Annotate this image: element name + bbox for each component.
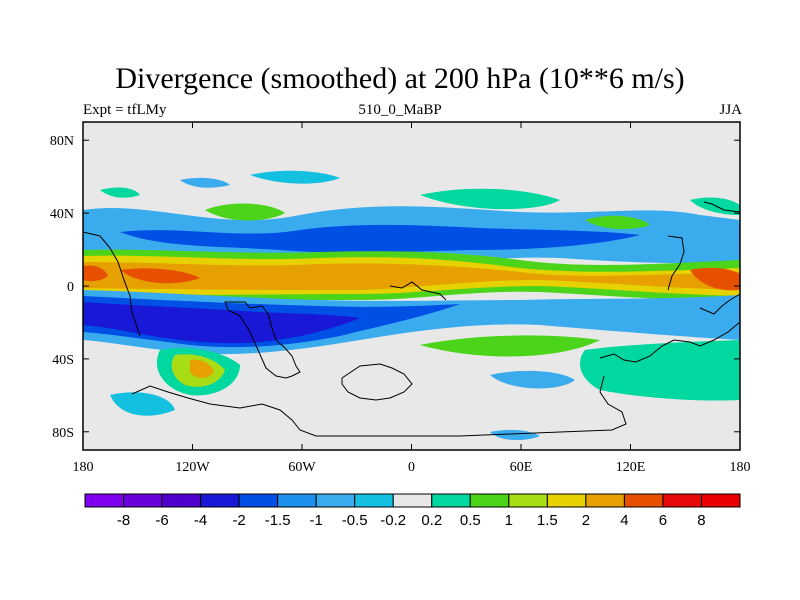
coast-north-america — [82, 231, 141, 337]
x-tick-label: 60W — [288, 460, 316, 475]
contour-north-green-2 — [420, 188, 560, 210]
contour-arctic-blue — [180, 177, 230, 188]
contour-north-green-3 — [585, 215, 650, 230]
colorbar-label: -1 — [310, 512, 323, 529]
x-tick-label: 120E — [616, 460, 646, 475]
colorbar-label: -6 — [155, 512, 168, 529]
colorbar-box — [700, 493, 741, 508]
contour-south-green-1 — [420, 335, 600, 357]
y-axis: 80N 40N 0 40S 80S — [50, 134, 740, 441]
colorbar-label: -0.2 — [380, 512, 406, 529]
contour-south-cyan-1 — [490, 370, 575, 389]
y-tick-label: 40N — [50, 207, 74, 222]
x-tick-label: 120W — [175, 460, 210, 475]
colorbar-label: 6 — [659, 512, 667, 529]
contour-arctic-cyan — [250, 170, 340, 184]
colorbar-label: -0.5 — [342, 512, 368, 529]
contour-arctic-green — [100, 187, 140, 198]
colorbar-box — [277, 493, 317, 508]
coast-australia — [599, 321, 741, 363]
coast-africa — [341, 363, 413, 401]
colorbar-box — [354, 493, 394, 508]
colorbar-label: -8 — [117, 512, 130, 529]
colorbar-box — [392, 493, 433, 508]
contour-equator-red-3 — [690, 267, 740, 291]
colorbar-box — [315, 493, 356, 508]
colorbar-label: 8 — [697, 512, 705, 529]
colorbar-box — [238, 493, 279, 508]
colorbar-label: 2 — [582, 512, 590, 529]
colorbar-box — [161, 493, 202, 508]
colorbar-box — [469, 493, 510, 508]
contour-equator-red-2 — [83, 265, 108, 282]
colorbar-label: -1.5 — [265, 512, 291, 529]
contour-north-band-darkblue — [120, 224, 640, 253]
colorbar-label: 1.5 — [537, 512, 558, 529]
x-tick-label: 180 — [73, 460, 94, 475]
colorbar-label: 4 — [620, 512, 628, 529]
contour-equator-orange — [83, 262, 740, 290]
y-tick-label: 80N — [50, 134, 74, 149]
season-label: JJA — [719, 102, 742, 118]
x-tick-label: 0 — [408, 460, 415, 475]
colorbar-box — [84, 493, 125, 508]
contour-equator-red-1 — [120, 268, 200, 284]
coast-asia-north — [703, 201, 741, 213]
coast-antarctica — [131, 375, 627, 437]
coastlines — [82, 201, 741, 437]
coast-asia-east — [667, 235, 685, 291]
colorbar-label: -4 — [194, 512, 207, 529]
colorbar-label: 1 — [505, 512, 513, 529]
coast-maritime — [699, 293, 741, 315]
contour-south-band-navy — [83, 302, 360, 344]
contour-south-pacific-blue — [540, 301, 690, 316]
colorbar-box — [123, 493, 163, 508]
coast-south-america — [224, 301, 301, 379]
contour-fields — [83, 170, 740, 441]
colorbar-label: 0.2 — [421, 512, 442, 529]
experiment-label: Expt = tfLMy — [83, 102, 167, 118]
y-tick-label: 0 — [67, 280, 74, 295]
colorbar-box — [585, 493, 625, 508]
chart-title: Divergence (smoothed) at 200 hPa (10**6 … — [115, 62, 685, 95]
colorbar-box — [546, 493, 587, 508]
coast-africa-north — [389, 281, 447, 301]
contour-south-cyan-3 — [490, 429, 540, 441]
colorbar-box — [623, 493, 664, 508]
period-label: 510_0_MaBP — [358, 102, 442, 118]
x-axis: 180 120W 60W 0 60E 120E 180 — [73, 122, 751, 475]
colorbar-box — [662, 493, 702, 508]
y-tick-label: 40S — [52, 353, 74, 368]
colorbar-label: 0.5 — [460, 512, 481, 529]
colorbar-label: -2 — [232, 512, 245, 529]
x-tick-label: 60E — [510, 460, 533, 475]
contour-south-orange — [190, 359, 214, 378]
colorbar-box — [508, 493, 548, 508]
colorbar-box — [431, 493, 471, 508]
colorbar: -8 -6 -4 -2 -1.5 -1 -0.5 -0.2 0.2 0.5 1 1.5 2 4 6 8 — [84, 493, 741, 529]
contour-north-green-1 — [205, 203, 285, 221]
x-tick-label: 180 — [730, 460, 751, 475]
contour-south-cyan-2 — [110, 392, 175, 416]
y-tick-label: 80S — [52, 426, 74, 441]
colorbar-box — [200, 493, 240, 508]
contour-south-green-2 — [580, 340, 740, 401]
